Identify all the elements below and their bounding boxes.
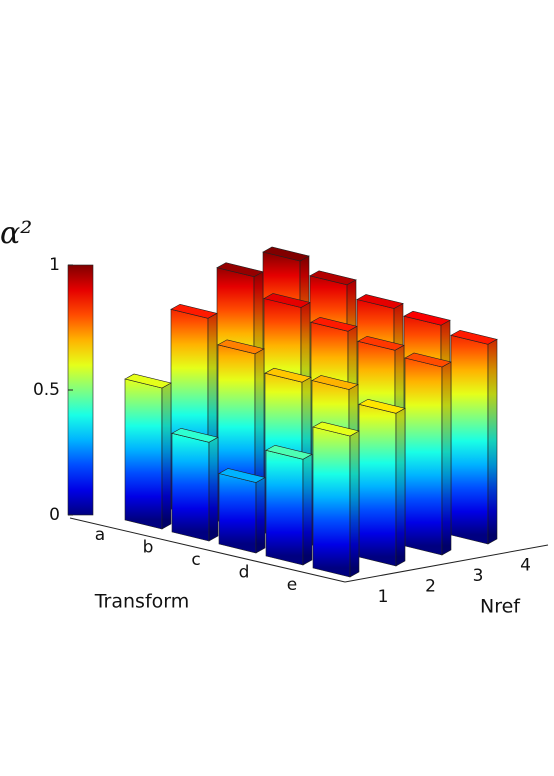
bar: [265, 444, 313, 566]
z-tick-label: 0.5: [33, 380, 60, 400]
bar: [450, 329, 498, 545]
bar-front: [265, 449, 304, 566]
bar-top: [357, 335, 405, 351]
y-axis-line: [344, 544, 549, 583]
bar-side-shade: [396, 408, 405, 566]
y-tick-label: 3: [473, 566, 484, 586]
x-tick-label: c: [191, 550, 200, 570]
z-tick-label: 1: [49, 255, 60, 275]
bar-top: [310, 316, 358, 332]
bar-top: [309, 270, 357, 286]
bar-top: [404, 352, 452, 368]
bar-top: [358, 398, 406, 414]
bar-top: [403, 310, 451, 326]
bar-side-shade: [350, 431, 359, 577]
y-tick-label: 1: [378, 587, 389, 607]
bar-side-shade: [162, 383, 171, 529]
bar: [312, 421, 360, 578]
bar: [218, 468, 266, 554]
x-tick-label: a: [95, 525, 105, 545]
bar-top: [216, 262, 264, 278]
bar-side-shade: [303, 454, 312, 565]
bar-top: [265, 444, 313, 460]
bar: [404, 352, 452, 556]
bar-front: [450, 334, 489, 545]
x-tick-label: d: [239, 563, 250, 583]
bar: [358, 398, 406, 567]
bar-front: [218, 473, 257, 554]
x-axis-label: Transform: [94, 591, 190, 613]
bar-side-shade: [488, 339, 497, 544]
bar-top: [218, 468, 266, 483]
bar: [171, 427, 219, 542]
bar-front: [358, 403, 397, 567]
x-tick-label: b: [143, 538, 154, 558]
bar-top: [124, 373, 172, 389]
bar-front: [404, 357, 443, 556]
y-tick-label: 2: [425, 577, 436, 597]
bar-side-shade: [256, 477, 265, 553]
bar-top: [450, 329, 498, 345]
bar-front: [171, 432, 210, 542]
bar-top: [217, 339, 265, 355]
bar-top: [264, 367, 312, 383]
bar-side-shade: [209, 437, 218, 541]
x-axis-line: [69, 517, 346, 583]
bar-top: [171, 427, 219, 443]
y-axis-label: Nref: [480, 596, 521, 618]
bar-front: [312, 426, 351, 578]
z-axis-label: α²: [0, 216, 32, 251]
bar-top: [262, 246, 310, 262]
bar-top: [356, 294, 404, 309]
bar-top: [311, 375, 359, 390]
bar: [124, 373, 172, 530]
x-tick-label: e: [287, 575, 297, 595]
bar-side-shade: [442, 362, 451, 555]
z-tick-label: 0: [49, 505, 60, 525]
bar-top: [170, 303, 218, 319]
y-tick-label: 4: [520, 556, 531, 576]
bar-top: [263, 293, 311, 308]
bar-front: [124, 378, 163, 530]
bar-top: [312, 421, 360, 437]
